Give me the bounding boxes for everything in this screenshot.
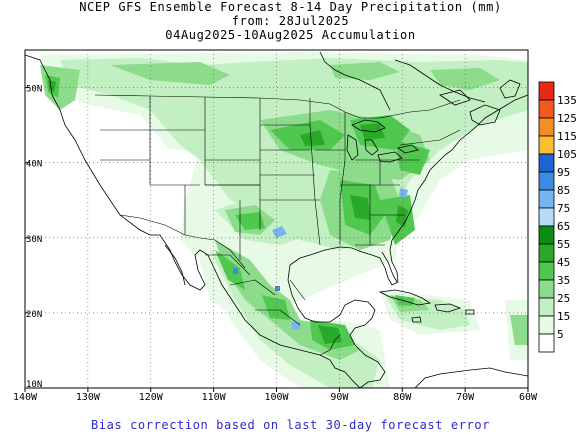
legend-swatch bbox=[538, 99, 555, 119]
lon-tick-label: 110W bbox=[202, 392, 227, 403]
legend-swatch bbox=[538, 189, 555, 209]
lon-tick-label: 120W bbox=[139, 392, 164, 403]
legend-label: 25 bbox=[557, 292, 570, 305]
precip-legend: 135 125 115 105 95 85 75 65 55 45 35 25 15 5 bbox=[538, 81, 577, 353]
legend-label: 15 bbox=[557, 310, 570, 323]
lat-tick-label: 10N bbox=[26, 380, 42, 390]
legend-label: 125 bbox=[557, 112, 577, 125]
legend-swatch bbox=[538, 315, 555, 335]
legend-label: 85 bbox=[557, 184, 570, 197]
lon-tick-label: 140W bbox=[13, 392, 38, 403]
legend-label: 75 bbox=[557, 202, 570, 215]
map-title: NCEP GFS Ensemble Forecast 8-14 Day Prec… bbox=[79, 0, 502, 14]
lon-tick-label: 100W bbox=[264, 392, 289, 403]
legend-swatch bbox=[538, 243, 555, 263]
legend-swatch bbox=[538, 153, 555, 173]
legend-label: 95 bbox=[557, 166, 570, 179]
lon-tick-label: 130W bbox=[76, 392, 101, 403]
legend-label: 35 bbox=[557, 274, 570, 287]
precip-field bbox=[40, 52, 528, 388]
lat-lon-grid bbox=[25, 50, 528, 388]
legend-label: 65 bbox=[557, 220, 570, 233]
land-outlines bbox=[25, 51, 528, 388]
map-subtitle-period: 04Aug2025-10Aug2025 Accumulation bbox=[165, 28, 416, 42]
legend-swatch bbox=[538, 279, 555, 299]
legend-label: 55 bbox=[557, 238, 570, 251]
legend-swatch bbox=[538, 171, 555, 191]
lat-tick-label: 20N bbox=[26, 310, 42, 320]
legend-swatch bbox=[538, 117, 555, 137]
legend-swatch bbox=[538, 135, 555, 155]
lon-tick-label: 60W bbox=[519, 392, 538, 403]
legend-swatch bbox=[538, 207, 555, 227]
legend-label: 115 bbox=[557, 130, 577, 143]
legend-swatch bbox=[538, 81, 555, 101]
legend-label: 105 bbox=[557, 148, 577, 161]
lat-tick-label: 40N bbox=[26, 160, 42, 170]
legend-swatch bbox=[538, 261, 555, 281]
footer-note: Bias correction based on last 30-day for… bbox=[90, 418, 491, 432]
lat-tick-label: 50N bbox=[26, 85, 42, 95]
legend-label: 135 bbox=[557, 94, 577, 107]
lon-tick-label: 70W bbox=[456, 392, 475, 403]
lon-tick-label: 90W bbox=[330, 392, 349, 403]
lon-tick-label: 80W bbox=[393, 392, 412, 403]
legend-swatch bbox=[538, 297, 555, 317]
legend-swatch bbox=[538, 333, 555, 353]
legend-label: 45 bbox=[557, 256, 570, 269]
legend-swatch bbox=[538, 225, 555, 245]
legend-label: 5 bbox=[557, 328, 564, 341]
lat-tick-label: 30N bbox=[26, 235, 42, 245]
political-borders bbox=[94, 94, 461, 356]
map-subtitle-date: from: 28Jul2025 bbox=[231, 14, 350, 28]
axis-ticks: 140W 130W 120W 110W 100W 90W 80W 70W 60W 10N 20N 30… bbox=[13, 85, 538, 403]
